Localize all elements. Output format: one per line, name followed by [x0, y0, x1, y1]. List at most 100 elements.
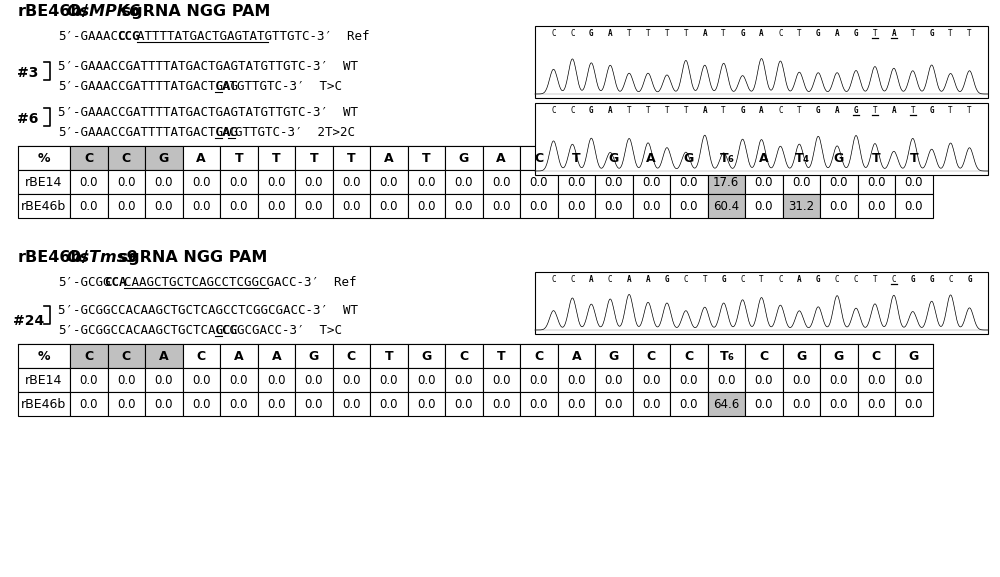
Bar: [145, 368, 182, 392]
Bar: [70, 194, 108, 218]
Text: 0.0: 0.0: [230, 175, 248, 189]
Text: rBE46b/: rBE46b/: [18, 250, 89, 265]
Text: CGGCGACC-3′  T>C: CGGCGACC-3′ T>C: [222, 324, 342, 337]
Bar: [520, 392, 558, 416]
Text: G: G: [816, 275, 821, 284]
Text: G: G: [609, 152, 619, 164]
Bar: [145, 194, 182, 218]
Text: T: T: [665, 29, 669, 38]
Bar: [482, 392, 520, 416]
Bar: [445, 392, 482, 416]
Text: C: C: [740, 275, 745, 284]
Text: T: T: [627, 29, 631, 38]
Bar: [895, 392, 932, 416]
Text: C: C: [122, 152, 131, 164]
Text: 0.0: 0.0: [454, 373, 473, 387]
Text: T: T: [646, 106, 650, 115]
Text: T: T: [909, 152, 918, 164]
Bar: [708, 392, 745, 416]
Bar: [782, 146, 820, 170]
Text: A: A: [759, 29, 764, 38]
Text: 0.0: 0.0: [192, 175, 210, 189]
Text: A: A: [222, 126, 229, 139]
Text: 0.0: 0.0: [492, 398, 511, 410]
Bar: [182, 194, 220, 218]
Text: G: G: [665, 275, 669, 284]
Bar: [708, 146, 745, 170]
Text: G: G: [740, 29, 745, 38]
Text: 0.0: 0.0: [417, 373, 436, 387]
Text: 0.0: 0.0: [530, 175, 548, 189]
Bar: [70, 368, 108, 392]
Text: G: G: [721, 275, 726, 284]
Bar: [670, 170, 708, 194]
Text: T: T: [967, 106, 972, 115]
Bar: [595, 194, 633, 218]
Bar: [820, 146, 858, 170]
Text: %: %: [38, 152, 50, 164]
Text: 64.6: 64.6: [713, 398, 739, 410]
Text: T: T: [910, 29, 915, 38]
Text: 0.0: 0.0: [904, 200, 923, 212]
Text: T: T: [721, 106, 726, 115]
Bar: [332, 392, 370, 416]
Bar: [18, 392, 70, 416]
Text: 0.0: 0.0: [192, 200, 210, 212]
Text: 0.0: 0.0: [567, 373, 586, 387]
Bar: [220, 194, 258, 218]
Text: 0.0: 0.0: [154, 398, 173, 410]
Text: 0.0: 0.0: [117, 200, 136, 212]
Text: 0.0: 0.0: [342, 398, 360, 410]
Text: 0.0: 0.0: [680, 373, 698, 387]
Bar: [670, 392, 708, 416]
Text: 0.0: 0.0: [530, 200, 548, 212]
Text: G: G: [609, 350, 619, 362]
Bar: [258, 194, 295, 218]
Text: A: A: [627, 275, 631, 284]
Bar: [633, 392, 670, 416]
Text: C: C: [647, 350, 656, 362]
Text: C: C: [551, 29, 556, 38]
Text: T: T: [797, 106, 802, 115]
Bar: [820, 194, 858, 218]
Bar: [820, 368, 858, 392]
Bar: [708, 344, 745, 368]
Text: 0.0: 0.0: [454, 200, 473, 212]
Text: rBE46b/: rBE46b/: [18, 4, 89, 19]
Text: G: G: [929, 29, 934, 38]
Text: C: C: [215, 126, 223, 139]
Bar: [895, 146, 932, 170]
Bar: [633, 194, 670, 218]
Text: 0.0: 0.0: [117, 373, 136, 387]
Text: T: T: [948, 106, 953, 115]
Bar: [558, 368, 595, 392]
Bar: [782, 344, 820, 368]
Text: C: C: [948, 275, 953, 284]
Text: rBE46b: rBE46b: [21, 200, 67, 212]
Text: A: A: [759, 106, 764, 115]
Bar: [745, 170, 782, 194]
Text: G: G: [309, 350, 319, 362]
Text: C: C: [570, 106, 575, 115]
Bar: [18, 146, 70, 170]
Text: T: T: [347, 152, 356, 164]
Text: 5′-GAAACCGATTTTATGACTGAGTATGTTGTC-3′  WT: 5′-GAAACCGATTTTATGACTGAGTATGTTGTC-3′ WT: [58, 106, 358, 119]
Bar: [220, 146, 258, 170]
Text: C: C: [347, 350, 356, 362]
Text: T: T: [272, 152, 281, 164]
Bar: [18, 368, 70, 392]
Text: 0.0: 0.0: [642, 373, 660, 387]
Bar: [595, 368, 633, 392]
Text: T: T: [684, 29, 688, 38]
Text: 0.0: 0.0: [192, 373, 210, 387]
Text: 0.0: 0.0: [380, 175, 398, 189]
Bar: [295, 368, 332, 392]
Bar: [745, 146, 782, 170]
Bar: [782, 194, 820, 218]
Text: rBE14: rBE14: [25, 373, 63, 387]
Bar: [18, 170, 70, 194]
Text: sgRNA NGG PAM: sgRNA NGG PAM: [113, 250, 267, 265]
Text: 0.0: 0.0: [492, 373, 511, 387]
Bar: [70, 146, 108, 170]
Text: 0.0: 0.0: [867, 175, 886, 189]
